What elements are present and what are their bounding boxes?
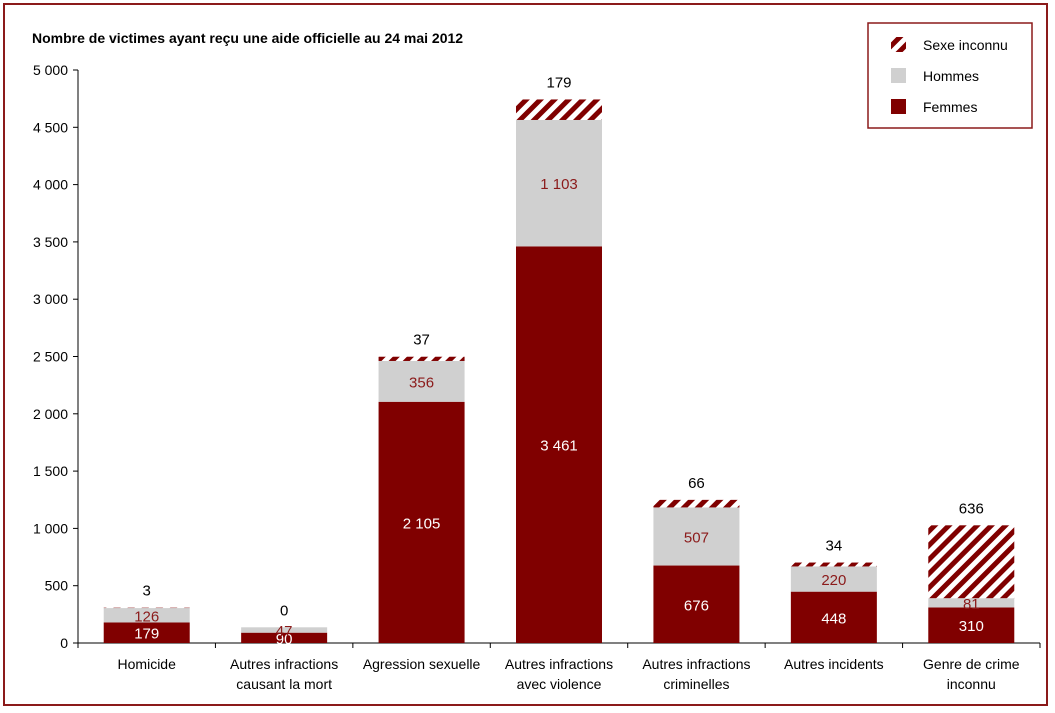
x-category-label: criminelles	[663, 676, 729, 692]
data-label-hommes: 81	[963, 596, 980, 613]
x-category-label: Genre de crime	[923, 656, 1020, 672]
data-label-hommes: 507	[684, 529, 709, 546]
bar-femmes	[653, 565, 740, 643]
bar-hommes	[378, 360, 465, 402]
legend-swatch	[891, 99, 906, 114]
data-label-sexe-inconnu: 636	[959, 500, 984, 517]
data-label-sexe-inconnu: 34	[826, 538, 843, 555]
data-label-femmes: 2 105	[403, 515, 441, 532]
x-category-label: Homicide	[118, 656, 177, 672]
legend-swatch	[891, 37, 906, 52]
data-label-sexe-inconnu: 179	[546, 74, 571, 91]
data-label-femmes: 448	[821, 610, 846, 627]
data-label-hommes: 126	[134, 608, 159, 625]
y-tick-label: 2 000	[33, 406, 68, 422]
y-tick-label: 0	[60, 635, 68, 651]
chart-title: Nombre de victimes ayant reçu une aide o…	[32, 30, 463, 46]
bar-femmes	[378, 401, 465, 643]
x-category-label: avec violence	[517, 676, 602, 692]
legend-label: Hommes	[923, 68, 979, 84]
bar-sexe-inconnu	[928, 525, 1015, 599]
data-label-sexe-inconnu: 37	[413, 332, 430, 349]
data-label-sexe-inconnu: 0	[280, 602, 288, 619]
bar-hommes	[241, 627, 328, 633]
bar-femmes	[516, 246, 602, 644]
bar-hommes	[928, 598, 1015, 608]
y-tick-label: 3 500	[33, 234, 68, 250]
bar-sexe-inconnu	[516, 99, 602, 120]
y-tick-label: 3 000	[33, 291, 68, 307]
bar-femmes	[241, 632, 328, 643]
x-category-label: Agression sexuelle	[363, 656, 481, 672]
x-category-label: Autres infractions	[230, 656, 338, 672]
bar-hommes	[653, 507, 740, 566]
y-tick-label: 1 500	[33, 463, 68, 479]
data-label-sexe-inconnu: 66	[688, 475, 705, 492]
x-category-label: inconnu	[947, 676, 996, 692]
x-category-label: Autres infractions	[642, 656, 750, 672]
legend-label: Sexe inconnu	[923, 37, 1008, 53]
y-tick-label: 2 500	[33, 349, 68, 365]
y-tick-label: 1 000	[33, 520, 68, 536]
bar-hommes	[790, 566, 877, 592]
legend-label: Femmes	[923, 99, 977, 115]
x-category-label: Autres incidents	[784, 656, 884, 672]
legend: Sexe inconnu Hommes Femmes	[867, 22, 1033, 129]
data-label-hommes: 220	[821, 572, 846, 589]
y-tick-label: 500	[45, 578, 69, 594]
data-label-hommes: 1 103	[540, 176, 578, 193]
data-label-femmes: 179	[134, 626, 159, 643]
bar-sexe-inconnu	[790, 562, 877, 567]
data-label-sexe-inconnu: 3	[143, 583, 151, 600]
legend-swatch	[891, 68, 906, 83]
data-label-femmes: 3 461	[540, 438, 578, 455]
y-tick-label: 4 000	[33, 177, 68, 193]
x-category-label: causant la mort	[236, 676, 332, 692]
axes: 0 500 1 000 1 500 2 000 2 500 3 000 3 500 4 000 4…	[33, 62, 1041, 692]
y-tick-label: 4 500	[33, 119, 68, 135]
bar-sexe-inconnu	[653, 499, 740, 508]
data-label-femmes: 676	[684, 597, 709, 614]
data-label-femmes: 310	[959, 618, 984, 635]
bar-femmes	[790, 591, 877, 643]
data-label-hommes: 47	[276, 623, 293, 640]
bar-sexe-inconnu	[378, 356, 465, 361]
data-label-femmes: 90	[276, 631, 293, 648]
bar-femmes	[928, 607, 1015, 643]
bar-hommes	[516, 119, 602, 247]
x-category-label: Autres infractions	[505, 656, 613, 672]
bars	[103, 99, 1015, 644]
data-label-hommes: 356	[409, 374, 434, 391]
bar-hommes	[103, 608, 190, 623]
y-tick-label: 5 000	[33, 62, 68, 78]
bar-femmes	[103, 622, 190, 643]
